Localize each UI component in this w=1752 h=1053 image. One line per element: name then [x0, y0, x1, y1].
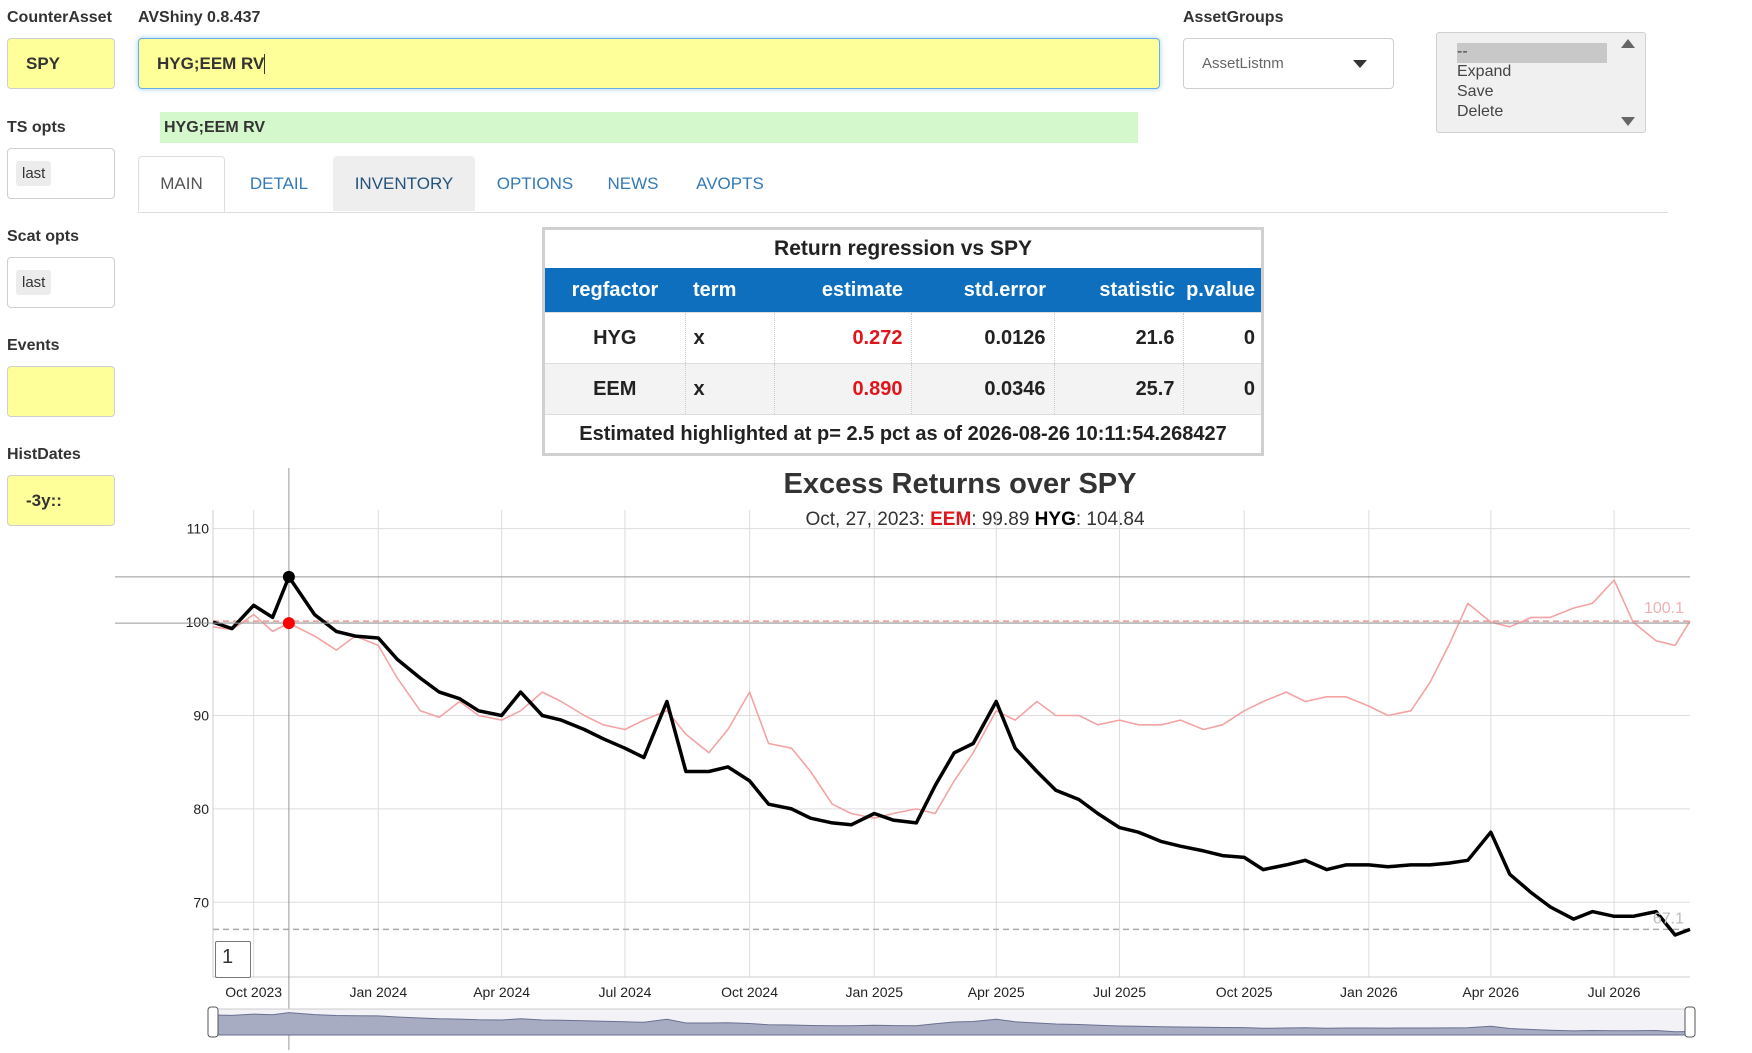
x-tick-label: Jan 2025: [845, 984, 903, 1000]
regression-table-panel: Return regression vs SPY regfactor term …: [542, 227, 1264, 456]
x-tick-label: Oct 2023: [225, 984, 282, 1000]
tab-inventory[interactable]: INVENTORY: [333, 156, 475, 211]
asset-groups-listbox[interactable]: -- Expand Save Delete: [1436, 32, 1646, 133]
counter-asset-label: CounterAsset: [7, 9, 112, 26]
regression-title: Return regression vs SPY: [774, 237, 1032, 260]
scat-opts-chip: last: [16, 270, 52, 295]
cell-p-value: 0: [1183, 312, 1261, 364]
tab-main[interactable]: MAIN: [138, 156, 225, 212]
cell-statistic: 25.7: [1054, 363, 1184, 414]
listbox-item-none[interactable]: --: [1457, 43, 1468, 60]
legend-eem-value: : 99.89: [971, 509, 1030, 530]
asset-groups-select[interactable]: AssetListnm: [1183, 38, 1394, 89]
hyg-highlight-point: [282, 570, 295, 583]
col-regfactor: regfactor: [545, 268, 685, 313]
eem-highlight-point: [282, 617, 295, 630]
chart-legend: Oct, 27, 2023: EEM: 99.89 HYG: 104.84: [0, 509, 1752, 531]
eem-series-line: [212, 579, 1691, 820]
range-handle-left[interactable]: [207, 1006, 219, 1038]
events-label: Events: [7, 337, 60, 354]
y-tick-label: 80: [193, 801, 209, 817]
x-tick-label: Oct 2025: [1216, 984, 1273, 1000]
listbox-selected-highlight: [1457, 43, 1607, 63]
x-tick-label: Jul 2025: [1093, 984, 1146, 1000]
x-tick-label: Apr 2025: [968, 984, 1025, 1000]
events-input[interactable]: [7, 366, 115, 417]
table-row: EEM x 0.890 0.0346 25.7 0: [545, 363, 1261, 414]
counter-asset-input[interactable]: SPY: [7, 38, 115, 89]
asset-input-text: HYG;EEM RV: [157, 53, 265, 73]
y-tick-label: 90: [193, 707, 209, 723]
listbox-item-save[interactable]: Save: [1457, 83, 1494, 100]
asset-groups-label: AssetGroups: [1183, 9, 1284, 26]
tab-avopts[interactable]: AVOPTS: [696, 173, 764, 193]
y-tick-label: 70: [193, 894, 209, 910]
x-tick-label: Apr 2026: [1462, 984, 1519, 1000]
tab-detail[interactable]: DETAIL: [249, 173, 309, 193]
range-selector-preview: [212, 1012, 1691, 1036]
asset-echo-text: HYG;EEM RV: [164, 118, 266, 136]
asset-input[interactable]: HYG;EEM RV: [138, 38, 1160, 89]
range-handle-right[interactable]: [1684, 1006, 1696, 1038]
table-row: HYG x 0.272 0.0126 21.6 0: [545, 312, 1261, 364]
cell-std-error: 0.0126: [911, 312, 1055, 364]
cell-regfactor: HYG: [545, 312, 686, 364]
scroll-down-icon[interactable]: [1621, 117, 1635, 126]
scat-opts-select[interactable]: last: [7, 257, 115, 308]
asset-groups-select-value: AssetListnm: [1202, 55, 1284, 72]
ts-opts-chip: last: [16, 161, 52, 186]
hyg-series-line: [212, 575, 1691, 937]
x-tick-label: Jan 2026: [1340, 984, 1398, 1000]
legend-eem-name: EEM: [930, 509, 972, 530]
y-tick-label: 110: [187, 521, 210, 537]
cell-term: x: [685, 363, 775, 414]
col-term: term: [685, 268, 774, 313]
x-tick-label: Jul 2026: [1588, 984, 1641, 1000]
roll-period-input[interactable]: 1: [215, 941, 251, 978]
text-caret: [264, 53, 266, 74]
ts-opts-label: TS opts: [7, 119, 66, 136]
scroll-up-icon[interactable]: [1621, 39, 1635, 48]
x-tick-label: Jan 2024: [350, 984, 408, 1000]
cell-std-error: 0.0346: [911, 363, 1055, 414]
main-tabs: MAIN DETAIL INVENTORY OPTIONS NEWS AVOPT…: [138, 156, 1668, 213]
cell-estimate: 0.272: [774, 312, 912, 364]
cell-statistic: 21.6: [1054, 312, 1184, 364]
col-std-error: std.error: [911, 268, 1054, 313]
cell-term: x: [685, 312, 775, 364]
col-estimate: estimate: [774, 268, 911, 313]
cell-regfactor: EEM: [545, 363, 686, 414]
regression-table: regfactor term estimate std.error statis…: [545, 268, 1261, 414]
tab-news[interactable]: NEWS: [607, 173, 659, 193]
dropdown-caret-icon: [1353, 59, 1367, 68]
y-tick-label: 100: [186, 614, 210, 630]
legend-hyg-value: : 104.84: [1075, 509, 1145, 530]
x-tick-label: Oct 2024: [721, 984, 778, 1000]
listbox-item-expand[interactable]: Expand: [1457, 63, 1512, 80]
hyg-last-value-label: 67.1: [1653, 910, 1684, 927]
regression-footer: Estimated highlighted at p= 2.5 pct as o…: [545, 414, 1261, 453]
asset-echo: HYG;EEM RV: [160, 112, 1138, 143]
cell-p-value: 0: [1183, 363, 1261, 414]
legend-hyg-name: HYG: [1034, 509, 1076, 530]
histdates-label: HistDates: [7, 446, 81, 463]
returns-chart[interactable]: 110 100 90 80 70 Oct 2023 Jan 2024 Apr 2024 Jul …: [0, 460, 1752, 1053]
app-title: AVShiny 0.8.437: [138, 9, 261, 26]
legend-date: Oct, 27, 2023:: [805, 509, 925, 530]
col-p-value: p.value: [1183, 268, 1261, 313]
scat-opts-label: Scat opts: [7, 228, 80, 245]
col-statistic: statistic: [1054, 268, 1183, 313]
cell-estimate: 0.890: [774, 363, 912, 414]
chart-title: Excess Returns over SPY: [783, 468, 1137, 500]
ts-opts-select[interactable]: last: [7, 148, 115, 199]
histdates-input[interactable]: -3y::: [7, 475, 115, 526]
x-tick-label: Apr 2024: [473, 984, 530, 1000]
eem-last-value-label: 100.1: [1644, 600, 1684, 617]
x-tick-label: Jul 2024: [598, 984, 651, 1000]
listbox-item-delete[interactable]: Delete: [1457, 103, 1504, 120]
tab-options[interactable]: OPTIONS: [496, 173, 574, 193]
